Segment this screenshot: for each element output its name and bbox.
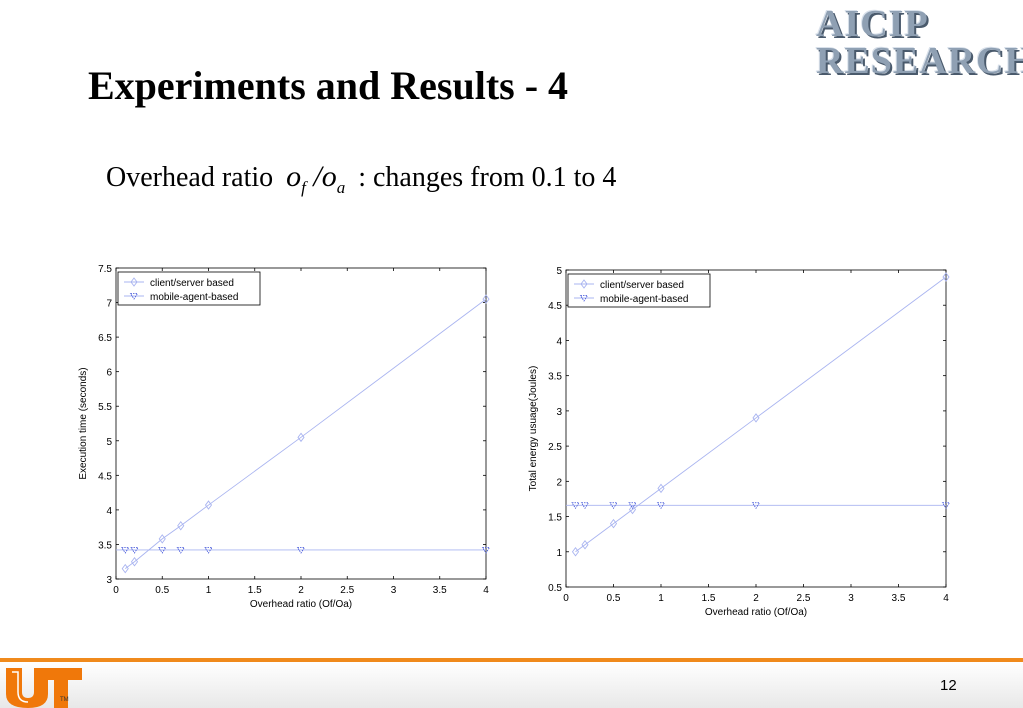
footer-bar — [0, 662, 1023, 708]
data-point-mobile-agent — [296, 547, 306, 554]
y-tick-label: 3.5 — [98, 540, 112, 551]
y-tick-label: 5.5 — [98, 402, 112, 413]
ut-logo-icon — [6, 668, 82, 708]
legend-marker-triangle — [129, 293, 139, 300]
data-point-mobile-agent — [130, 547, 139, 554]
y-tick-label: 6.5 — [98, 333, 112, 344]
x-tick-label: 1.5 — [248, 585, 262, 596]
y-axis-label: Execution time (seconds) — [78, 367, 89, 479]
data-point-client-server — [158, 534, 166, 544]
data-point-client-server — [482, 294, 490, 304]
data-point-client-server — [204, 500, 213, 510]
series-line-client-server — [124, 298, 487, 569]
trademark-mark: TM — [60, 697, 69, 703]
legend-box — [117, 271, 261, 306]
plot-area — [115, 267, 487, 580]
y-tick-label: 4 — [106, 506, 112, 517]
y-tick-label: 6 — [106, 368, 112, 379]
slide-subtitle: Overhead ratio of /oa : changes from 0.1… — [106, 160, 616, 198]
formula-o-f: o — [286, 160, 302, 193]
data-point-mobile-agent — [204, 547, 213, 554]
data-point-mobile-agent — [176, 547, 185, 554]
x-axis-label: Overhead ratio (Of/Oa) — [250, 599, 352, 610]
data-point-client-server — [121, 563, 129, 574]
x-tick-label: 1 — [206, 585, 212, 596]
y-tick-label: 7.5 — [98, 264, 112, 275]
data-point-mobile-agent — [481, 547, 491, 554]
legend-marker-diamond — [130, 277, 138, 287]
subtitle-tail: : changes from 0.1 to 4 — [358, 162, 617, 193]
x-tick-label: 3.5 — [433, 585, 447, 596]
data-point-mobile-agent — [121, 547, 130, 554]
page-number: 12 — [940, 677, 957, 694]
x-tick-label: 0 — [113, 585, 119, 596]
y-tick-label: 7 — [106, 299, 112, 310]
logo-line-2: RESEARCH — [816, 40, 1023, 82]
formula-sub-f: f — [301, 178, 306, 197]
x-tick-label: 3 — [391, 585, 397, 596]
logo-line-1: AICIP — [816, 3, 929, 45]
data-point-client-server — [130, 556, 139, 567]
y-tick-label: 5 — [106, 437, 112, 448]
data-point-mobile-agent — [158, 547, 167, 554]
legend-label: mobile-agent-based — [150, 292, 238, 303]
data-point-client-server — [297, 432, 305, 443]
formula-sub-a: a — [336, 178, 346, 197]
x-tick-label: 4 — [483, 585, 489, 596]
x-tick-label: 2.5 — [340, 585, 354, 596]
formula-slash: / — [313, 160, 322, 193]
overhead-ratio-formula: of /oa — [286, 160, 345, 197]
subtitle-lead: Overhead ratio — [106, 162, 274, 193]
formula-o-a: o — [321, 160, 337, 193]
y-tick-label: 4.5 — [98, 471, 112, 482]
aicip-research-logo: AICIP RESEARCH — [816, 3, 1023, 84]
footer-accent-line — [0, 658, 1023, 662]
legend-label: client/server based — [150, 278, 234, 289]
x-tick-label: 2 — [298, 585, 304, 596]
y-tick-label: 3 — [106, 575, 112, 586]
slide-title: Experiments and Results - 4 — [88, 63, 569, 108]
data-point-client-server — [177, 521, 185, 531]
x-tick-label: 0.5 — [155, 585, 169, 596]
